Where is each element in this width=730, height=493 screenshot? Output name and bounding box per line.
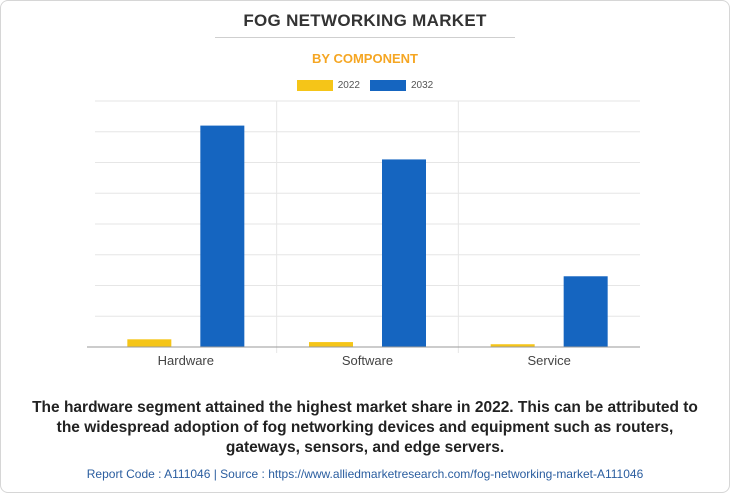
bar-2032-hardware (200, 125, 245, 347)
x-tick-label-hardware: Hardware (158, 353, 214, 368)
bar-2032-service (563, 276, 608, 347)
legend: 2022 2032 (0, 80, 730, 91)
bar-chart: Hardware Software Service (87, 100, 640, 368)
legend-swatch-2022 (296, 80, 333, 91)
legend-item-2022[interactable]: 2022 (296, 80, 360, 91)
title-divider (215, 37, 515, 38)
legend-swatch-2032 (370, 80, 406, 91)
bar-2032-software (382, 159, 426, 347)
x-tick-label-service: Service (527, 353, 570, 368)
source-footer: Report Code : A111046 | Source : https:/… (86, 467, 644, 481)
bar-2022-hardware (127, 339, 172, 347)
bar-2022-service (490, 344, 535, 347)
chart-caption: The hardware segment attained the highes… (32, 399, 698, 456)
bar-2022-software (309, 342, 353, 347)
chart-subtitle: BY COMPONENT (312, 51, 418, 66)
chart-title: FOG NETWORKING MARKET (243, 11, 487, 30)
legend-item-2032[interactable]: 2032 (370, 80, 433, 91)
x-tick-label-software: Software (342, 353, 393, 368)
legend-label-2032: 2032 (411, 80, 434, 91)
legend-label-2022: 2022 (337, 80, 360, 91)
